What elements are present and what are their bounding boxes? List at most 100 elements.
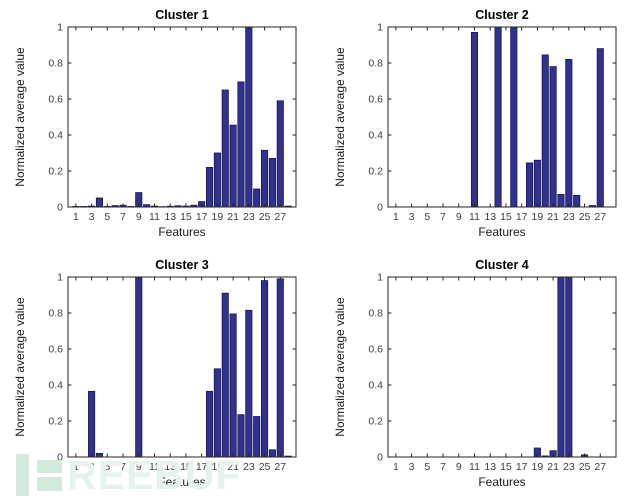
bar-feature-26 <box>268 157 276 208</box>
x-tick-label: 21 <box>227 461 239 473</box>
x-tick-label: 23 <box>563 461 575 473</box>
y-tick-label: 0.6 <box>368 344 383 356</box>
x-tick-label: 25 <box>579 461 591 473</box>
subplot-cluster-4: 1 3 5 7 9 11 13 15 17 19 21 23 25 27 0 0.2 0.4 0.6 0.8 1 Clu… <box>320 250 640 500</box>
y-tick-label: 0 <box>377 202 383 214</box>
y-tick-label: 0.8 <box>48 308 63 320</box>
bar-chart-cluster-3: 1 3 5 7 9 11 13 15 17 19 21 23 25 2700.20.40.60.81Clu… <box>13 258 297 489</box>
x-tick-label: 15 <box>500 211 512 223</box>
x-tick-label: 11 <box>149 461 160 473</box>
x-tick-label: 19 <box>212 461 224 473</box>
bar-feature-3 <box>88 390 96 458</box>
x-tick-label: 5 <box>424 461 430 473</box>
bar-feature-21 <box>229 313 237 458</box>
bars <box>72 26 292 208</box>
x-tick-label: 25 <box>259 461 271 473</box>
x-tick-label: 5 <box>104 211 110 223</box>
bar-feature-21 <box>229 124 237 208</box>
x-tick-label: 9 <box>136 211 142 223</box>
x-tick-label: 3 <box>409 211 415 223</box>
x-tick-label: 3 <box>89 211 95 223</box>
bar-feature-25 <box>261 149 269 208</box>
x-tick-label: 27 <box>594 461 606 473</box>
bar-chart-cluster-2: 1 3 5 7 9 11 13 15 17 19 21 23 25 2700.20.40.60.81Clu… <box>333 8 617 239</box>
bars <box>533 276 589 458</box>
x-tick-label: 13 <box>484 211 496 223</box>
y-axis-label: Normalized average value <box>13 297 27 437</box>
bar-chart-cluster-4: 1 3 5 7 9 11 13 15 17 19 21 23 25 2700.20.40.60.81Clu… <box>333 258 617 489</box>
bar-feature-21 <box>549 66 557 208</box>
axis-box <box>67 26 297 208</box>
bar-feature-27 <box>596 48 604 208</box>
y-tick-label: 1 <box>377 22 383 34</box>
y-tick-label: 0.4 <box>368 380 383 392</box>
x-tick-label: 9 <box>456 211 462 223</box>
bar-feature-27 <box>276 278 284 458</box>
x-tick-label: 5 <box>104 461 110 473</box>
y-tick-label: 0.4 <box>368 130 383 142</box>
x-tick-label: 23 <box>243 211 255 223</box>
tick-marks <box>68 26 296 208</box>
x-tick-label: 21 <box>547 211 559 223</box>
x-tick-label: 7 <box>120 211 126 223</box>
y-tick-label: 0.6 <box>48 94 63 106</box>
x-axis-label: Features <box>478 475 525 489</box>
bar-feature-25 <box>261 280 269 458</box>
y-tick-label: 1 <box>377 272 383 284</box>
x-tick-label: 7 <box>440 211 446 223</box>
subplot-cluster-2: 1 3 5 7 9 11 13 15 17 19 21 23 25 27 0 0.2 0.4 0.6 0.8 1 Clu… <box>320 0 640 250</box>
y-tick-label: 0.2 <box>368 416 383 428</box>
y-tick-label: 0.4 <box>48 130 63 142</box>
bar-feature-16 <box>510 26 518 208</box>
bar-feature-24 <box>573 194 581 208</box>
x-tick-label: 17 <box>196 211 208 223</box>
chart-title: Cluster 1 <box>155 8 209 22</box>
axis-box <box>387 26 617 208</box>
bar-feature-18 <box>525 162 534 208</box>
x-tick-label: 13 <box>164 461 176 473</box>
x-tick-label: 13 <box>484 461 496 473</box>
bar-feature-23 <box>245 309 253 458</box>
y-tick-label: 0 <box>57 202 63 214</box>
tick-marks <box>388 26 616 208</box>
bar-feature-27 <box>276 100 284 208</box>
bar-feature-9 <box>135 276 143 458</box>
bar-feature-22 <box>237 414 245 458</box>
x-tick-label: 1 <box>73 211 79 223</box>
bar-feature-23 <box>565 59 573 208</box>
bar-feature-22 <box>557 193 565 208</box>
y-tick-label: 0.8 <box>368 308 383 320</box>
x-tick-label: 5 <box>424 211 430 223</box>
y-tick-label: 0.8 <box>48 58 63 70</box>
tick-marks <box>68 276 296 458</box>
x-tick-label: 7 <box>440 461 446 473</box>
x-tick-label: 23 <box>243 461 255 473</box>
y-tick-label: 0.2 <box>368 166 383 178</box>
x-tick-label: 15 <box>180 211 192 223</box>
bar-feature-4 <box>95 452 103 458</box>
x-tick-label: 27 <box>594 211 606 223</box>
bar-feature-19 <box>213 368 221 458</box>
chart-title: Cluster 3 <box>155 258 209 272</box>
x-tick-label: 27 <box>274 461 286 473</box>
x-tick-label: 17 <box>516 461 528 473</box>
x-tick-label: 9 <box>456 461 462 473</box>
x-tick-label: 21 <box>547 461 559 473</box>
x-axis-label: Features <box>478 225 525 239</box>
bars <box>470 26 604 208</box>
y-tick-label: 1 <box>57 272 63 284</box>
y-tick-label: 0.6 <box>368 94 383 106</box>
y-tick-label: 0.6 <box>48 344 63 356</box>
y-axis-label: Normalized average value <box>13 47 27 187</box>
chart-title: Cluster 4 <box>475 258 529 272</box>
x-tick-label: 15 <box>500 461 512 473</box>
x-tick-label: 7 <box>120 461 126 473</box>
bar-chart-cluster-1: 1 3 5 7 9 11 13 15 17 19 21 23 25 2700.20.40.60.81Clu… <box>13 8 297 239</box>
x-tick-label: 19 <box>532 461 544 473</box>
x-tick-label: 19 <box>532 211 544 223</box>
axis-box <box>387 276 617 458</box>
x-tick-label: 19 <box>212 211 224 223</box>
bar-feature-24 <box>253 416 261 458</box>
